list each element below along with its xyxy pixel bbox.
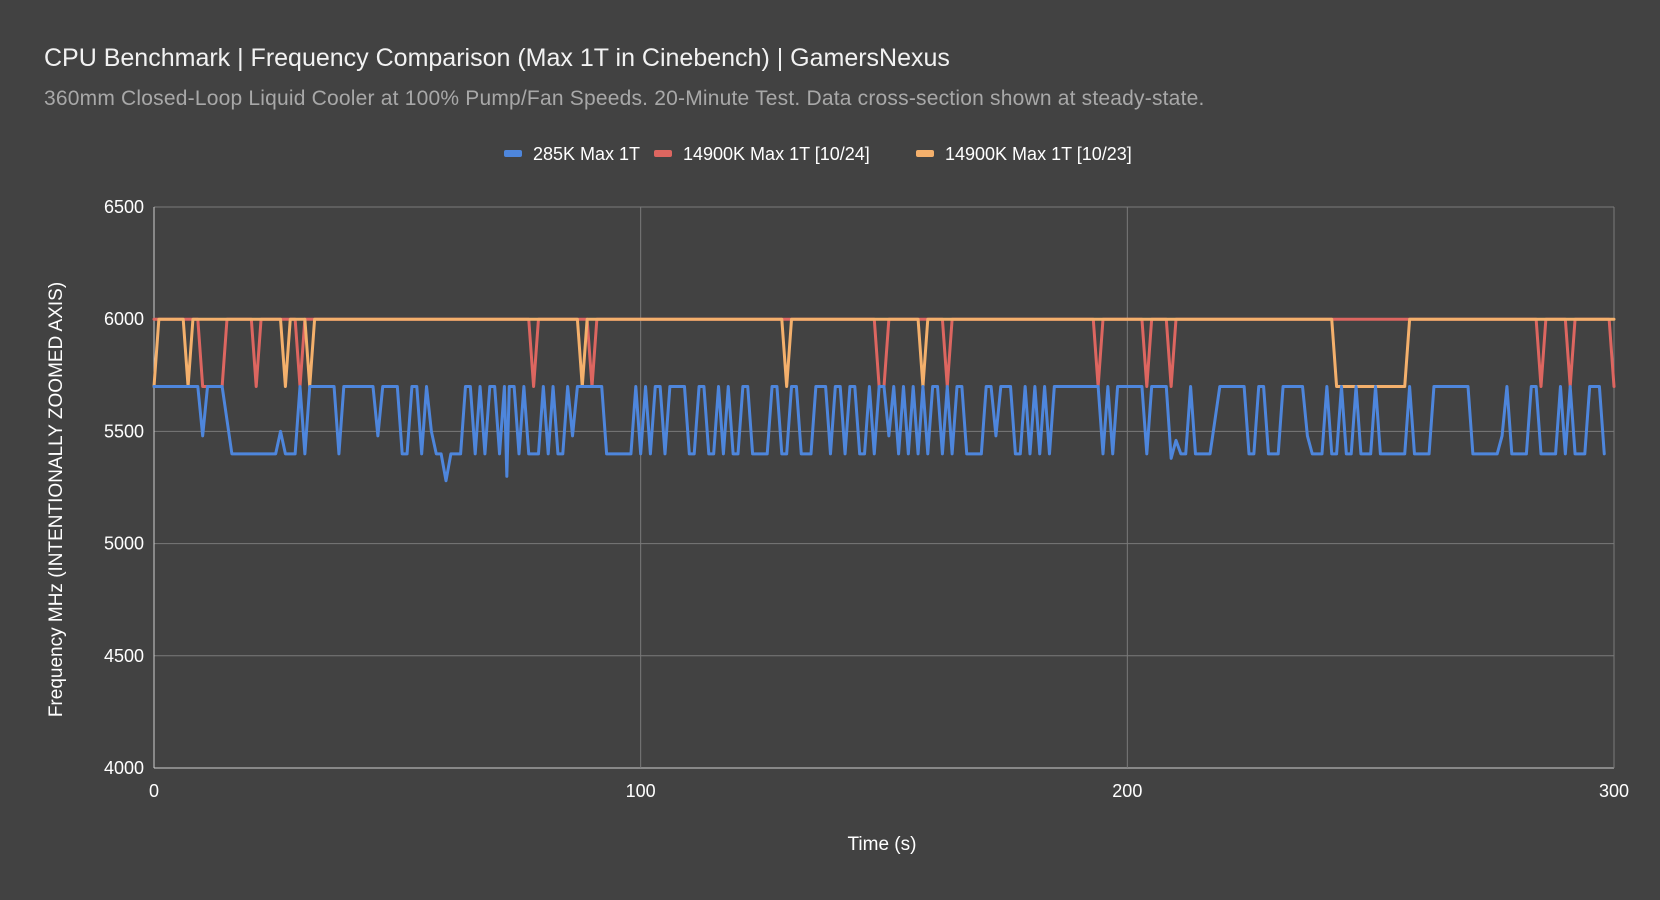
gridlines: [153, 206, 1615, 769]
x-tick-label: 200: [1112, 781, 1142, 801]
legend: 285K Max 1T 14900K Max 1T [10/24] 14900K M…: [504, 144, 1132, 164]
x-tick-label: 100: [626, 781, 656, 801]
y-tick-label: 5000: [104, 534, 144, 554]
x-tick-label: 300: [1599, 781, 1629, 801]
y-tick-label: 4000: [104, 758, 144, 778]
legend-swatch: [504, 150, 522, 157]
y-tick-label: 6500: [104, 197, 144, 217]
series-line-0: [152, 385, 1606, 483]
y-tick-label: 5500: [104, 421, 144, 441]
y-tick-label: 4500: [104, 646, 144, 666]
chart-subtitle: 360mm Closed-Loop Liquid Cooler at 100% …: [44, 87, 1205, 110]
legend-swatch: [916, 150, 934, 157]
legend-label: 14900K Max 1T [10/23]: [945, 144, 1132, 164]
legend-swatch: [654, 150, 672, 157]
y-tick-label: 6000: [104, 309, 144, 329]
x-tick-label: 0: [149, 781, 159, 801]
chart-title: CPU Benchmark | Frequency Comparison (Ma…: [44, 44, 950, 72]
series-line-1: [152, 317, 1616, 389]
legend-label: 285K Max 1T: [533, 144, 640, 164]
axes: 4000 4500 5000 5500 6000 6500 0 100 200 300: [104, 197, 1629, 801]
series-layer: [152, 317, 1616, 483]
legend-label: 14900K Max 1T [10/24]: [683, 144, 870, 164]
x-axis-title: Time (s): [848, 834, 917, 855]
y-axis-title: Frequency MHz (INTENTIONALLY ZOOMED AXIS…: [46, 282, 67, 717]
